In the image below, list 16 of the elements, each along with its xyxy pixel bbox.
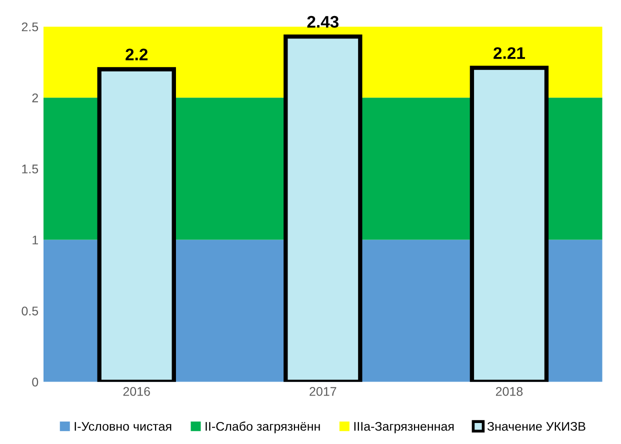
- y-tick-label: 1: [32, 236, 38, 244]
- x-tick-label: 2017: [310, 387, 336, 396]
- legend-label: I-Условно чистая: [74, 422, 172, 431]
- y-tick-label: 2: [32, 93, 38, 102]
- legend-label: II-Слабо загрязнённ: [206, 422, 320, 434]
- y-tick-label: 1.5: [22, 164, 38, 174]
- y-tick-label: 0: [32, 378, 38, 386]
- data-label: 2.2: [126, 48, 148, 60]
- legend-label: Значение УКИЗВ: [487, 422, 586, 431]
- x-tick-label: 2018: [496, 387, 523, 396]
- y-tick-label: 2.5: [22, 22, 38, 32]
- legend-label: IIIa-Загрязненная: [354, 422, 454, 434]
- x-tick-label: 2016: [123, 387, 150, 396]
- data-label: 2.21: [494, 47, 525, 59]
- data-label: 2.43: [307, 16, 339, 28]
- y-tick-label: 0.5: [22, 306, 38, 316]
